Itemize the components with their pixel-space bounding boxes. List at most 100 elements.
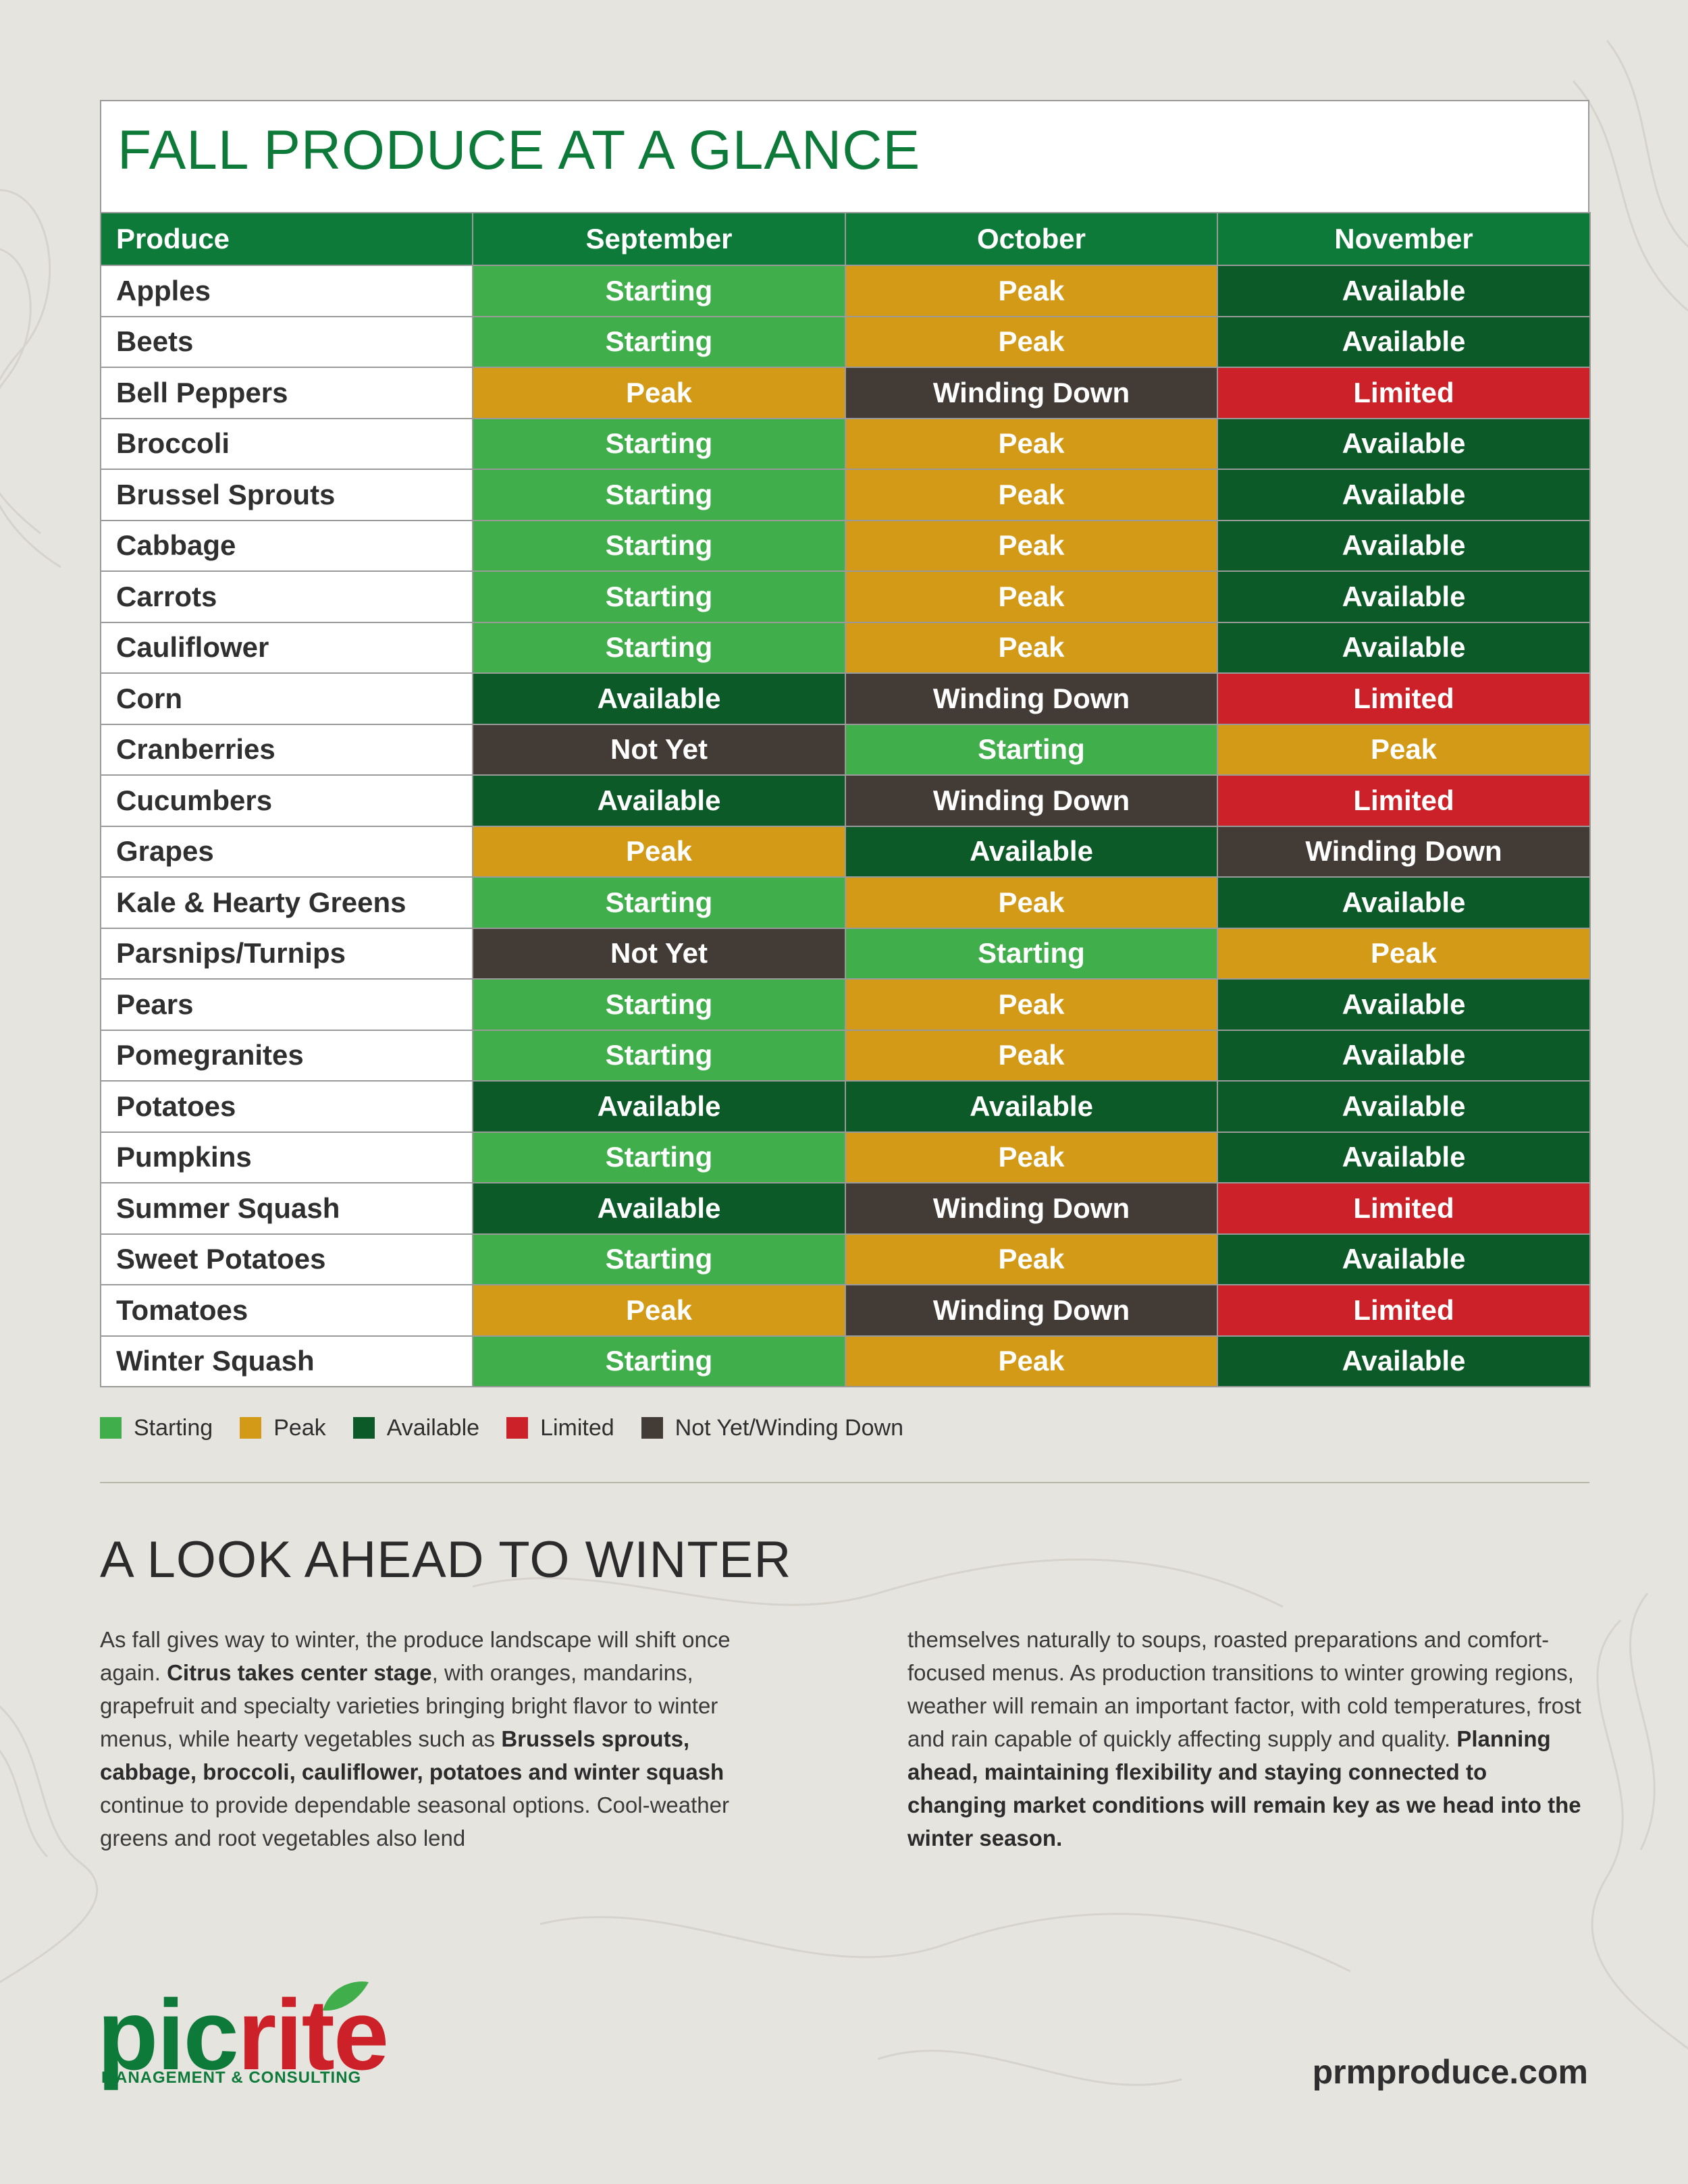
column-header-november: November [1217, 212, 1591, 266]
winter-paragraph-left: As fall gives way to winter, the produce… [100, 1623, 782, 1855]
legend-swatch [506, 1417, 529, 1439]
october-status-cell: Peak [845, 519, 1218, 572]
picrite-logo: picrite MANAGEMENT & CONSULTING [97, 1985, 448, 2106]
october-status-cell: Peak [845, 1029, 1218, 1082]
table-row: Potatoes Available Available Available [100, 1080, 1591, 1133]
table-row: Pomegranites Starting Peak Available [100, 1029, 1591, 1082]
table-row: Tomatoes Peak Winding Down Limited [100, 1284, 1591, 1337]
september-status-cell: Starting [472, 519, 846, 572]
november-status-cell: Available [1217, 570, 1591, 623]
produce-name-cell: Cranberries [100, 723, 473, 776]
october-status-cell: Peak [845, 417, 1218, 470]
table-header-row: Produce September October November [100, 212, 1591, 266]
logo-wordmark: picrite [97, 1985, 389, 2086]
bold-text-run: Brussels sprouts, cabbage, broccoli, cau… [100, 1726, 724, 1784]
october-status-cell: Available [845, 825, 1218, 878]
september-status-cell: Starting [472, 621, 846, 674]
produce-name-cell: Brussel Sprouts [100, 469, 473, 521]
table-row: Broccoli Starting Peak Available [100, 417, 1591, 470]
produce-name-cell: Potatoes [100, 1080, 473, 1133]
november-status-cell: Winding Down [1217, 825, 1591, 878]
legend-swatch [240, 1417, 262, 1439]
september-status-cell: Available [472, 1182, 846, 1235]
september-status-cell: Starting [472, 265, 846, 317]
column-header-produce: Produce [100, 212, 473, 266]
legend-label: Peak [273, 1414, 326, 1441]
text-run: As fall gives way to winter, the produce… [100, 1627, 731, 1685]
column-header-october: October [845, 212, 1218, 266]
november-status-cell: Available [1217, 265, 1591, 317]
november-status-cell: Available [1217, 1080, 1591, 1133]
text-run: continue to provide dependable seasonal … [100, 1792, 729, 1850]
september-status-cell: Starting [472, 1335, 846, 1387]
text-run: themselves naturally to soups, roasted p… [907, 1627, 1581, 1751]
september-status-cell: Not Yet [472, 723, 846, 776]
produce-name-cell: Broccoli [100, 417, 473, 470]
table-row: Brussel Sprouts Starting Peak Available [100, 469, 1591, 521]
october-status-cell: Peak [845, 621, 1218, 674]
table-row: Kale & Hearty Greens Starting Peak Availabl… [100, 876, 1591, 929]
september-status-cell: Peak [472, 825, 846, 878]
table-body: Apples Starting Peak Available Beets Starting… [100, 265, 1591, 1387]
november-status-cell: Available [1217, 469, 1591, 521]
october-status-cell: Winding Down [845, 672, 1218, 725]
september-status-cell: Starting [472, 1131, 846, 1183]
september-status-cell: Starting [472, 978, 846, 1031]
table-row: Winter Squash Starting Peak Available [100, 1335, 1591, 1387]
november-status-cell: Limited [1217, 672, 1591, 725]
table-row: Corn Available Winding Down Limited [100, 672, 1591, 725]
legend: Starting Peak Available Limited Not Yet/Wind… [100, 1414, 1589, 1441]
produce-name-cell: Cauliflower [100, 621, 473, 674]
produce-name-cell: Pears [100, 978, 473, 1031]
produce-name-cell: Corn [100, 672, 473, 725]
produce-name-cell: Parsnips/Turnips [100, 927, 473, 980]
produce-table: Produce September October November Apple… [100, 212, 1591, 1387]
logo-wordmark-green: pic [97, 1979, 239, 2091]
september-status-cell: Peak [472, 367, 846, 419]
legend-label: Starting [134, 1414, 213, 1441]
produce-name-cell: Winter Squash [100, 1335, 473, 1387]
legend-item: Not Yet/Winding Down [641, 1415, 903, 1441]
november-status-cell: Peak [1217, 927, 1591, 980]
produce-sheet: FALL PRODUCE AT A GLANCE Produce Septemb… [100, 100, 1591, 1855]
logo-subtitle: MANAGEMENT & CONSULTING [101, 2069, 362, 2087]
november-status-cell: Limited [1217, 1284, 1591, 1337]
divider [100, 1482, 1589, 1483]
september-status-cell: Starting [472, 469, 846, 521]
october-status-cell: Peak [845, 265, 1218, 317]
november-status-cell: Available [1217, 876, 1591, 929]
november-status-cell: Available [1217, 1029, 1591, 1082]
legend-item: Available [352, 1415, 479, 1441]
october-status-cell: Peak [845, 1233, 1218, 1285]
legend-label: Limited [540, 1414, 614, 1441]
table-row: Pears Starting Peak Available [100, 978, 1591, 1031]
produce-name-cell: Kale & Hearty Greens [100, 876, 473, 929]
september-status-cell: Starting [472, 876, 846, 929]
legend-swatch [100, 1417, 122, 1439]
september-status-cell: Starting [472, 1029, 846, 1082]
produce-name-cell: Beets [100, 315, 473, 368]
table-row: Parsnips/Turnips Not Yet Starting Peak [100, 927, 1591, 980]
table-row: Cucumbers Available Winding Down Limited [100, 774, 1591, 827]
october-status-cell: Starting [845, 927, 1218, 980]
table-row: Grapes Peak Available Winding Down [100, 825, 1591, 878]
november-status-cell: Available [1217, 315, 1591, 368]
winter-heading: A LOOK AHEAD TO WINTER [100, 1531, 792, 1589]
legend-item: Starting [100, 1415, 213, 1441]
october-status-cell: Winding Down [845, 367, 1218, 419]
october-status-cell: Winding Down [845, 1284, 1218, 1337]
november-status-cell: Limited [1217, 367, 1591, 419]
table-row: Pumpkins Starting Peak Available [100, 1131, 1591, 1183]
website-link[interactable]: prmproduce.com [1312, 2053, 1588, 2091]
november-status-cell: Peak [1217, 723, 1591, 776]
table-row: Cauliflower Starting Peak Available [100, 621, 1591, 674]
september-status-cell: Available [472, 1080, 846, 1133]
table-row: Sweet Potatoes Starting Peak Available [100, 1233, 1591, 1285]
october-status-cell: Winding Down [845, 774, 1218, 827]
september-status-cell: Available [472, 774, 846, 827]
october-status-cell: Peak [845, 1131, 1218, 1183]
september-status-cell: Available [472, 672, 846, 725]
bold-text-run: Citrus takes center stage [167, 1660, 432, 1685]
table-row: Apples Starting Peak Available [100, 265, 1591, 317]
